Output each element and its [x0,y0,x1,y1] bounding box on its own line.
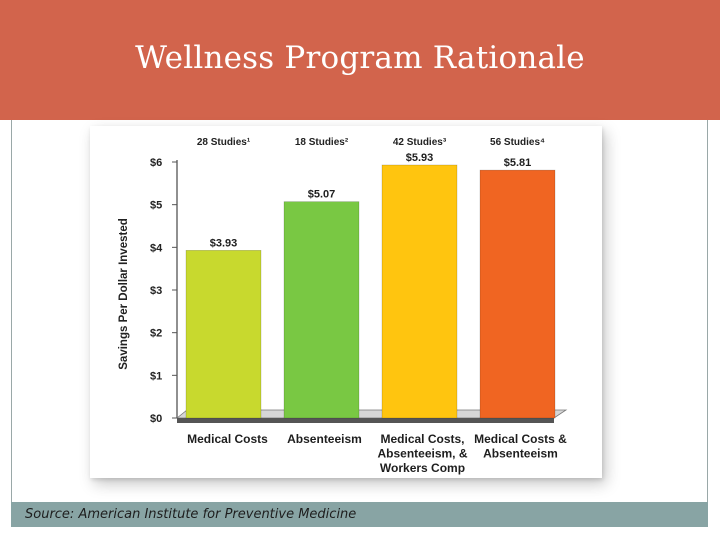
bar-value-label: $5.07 [308,189,336,201]
title-banner: Wellness Program Rationale [0,0,720,120]
x-category-label: Medical Costs [187,432,268,446]
x-category-label: Medical Costs & [474,432,567,446]
x-category-label: Medical Costs, [380,432,464,446]
bar-value-label: $5.81 [504,157,532,169]
study-count-label: 18 Studies² [295,137,349,148]
bar-value-label: $5.93 [406,152,434,164]
y-tick-label: $3 [150,285,162,297]
source-citation: Source: American Institute for Preventiv… [25,507,357,522]
x-category-label: Absenteeism, & [377,447,467,461]
source-footer: Source: American Institute for Preventiv… [11,502,708,527]
bar [381,164,458,419]
chart-floor-edge [177,418,554,423]
bar [479,169,556,419]
y-tick-label: $4 [150,242,163,254]
y-tick-label: $0 [150,413,162,425]
slide-title: Wellness Program Rationale [135,40,585,76]
bar-value-label: $3.93 [210,237,238,249]
bar [283,201,360,419]
y-tick-label: $5 [150,200,162,212]
study-count-label: 56 Studies⁴ [490,137,545,148]
chart-panel: $0 $1 $2 $3 $4 $5 $6 Savings Per Dollar Investe… [90,126,602,478]
study-count-label: 42 Studies³ [393,137,447,148]
study-count-label: 28 Studies¹ [197,137,251,148]
content-frame [11,120,708,502]
y-tick-label: $2 [150,328,162,340]
x-category-label: Workers Comp [380,461,465,475]
y-tick-label: $1 [150,370,162,382]
x-category-label: Absenteeism [483,447,558,461]
bar-chart: $0 $1 $2 $3 $4 $5 $6 Savings Per Dollar Investe… [118,137,568,475]
x-category-label: Absenteeism [287,432,362,446]
y-axis-title: Savings Per Dollar Invested [118,218,130,369]
bar [185,250,262,419]
y-tick-label: $6 [150,157,162,169]
